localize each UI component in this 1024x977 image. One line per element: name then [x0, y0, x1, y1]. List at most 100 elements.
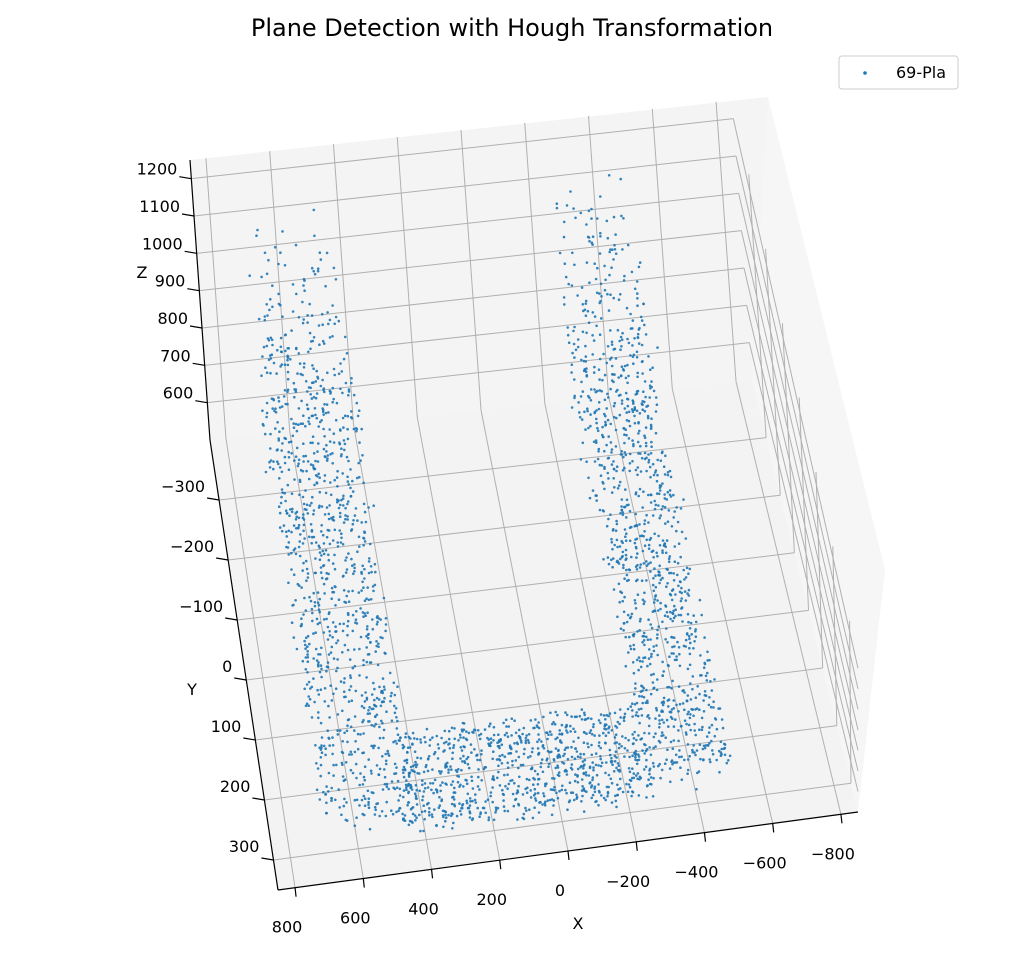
- data-point: [624, 428, 627, 432]
- data-point: [496, 744, 500, 748]
- data-point: [363, 612, 367, 615]
- data-point: [544, 784, 547, 788]
- data-point: [637, 794, 641, 797]
- data-point: [477, 775, 480, 779]
- data-point: [334, 687, 338, 690]
- data-point: [706, 650, 709, 654]
- data-point: [290, 568, 293, 571]
- data-point: [501, 753, 504, 757]
- data-point: [565, 729, 568, 732]
- data-point: [307, 695, 311, 698]
- data-point: [347, 390, 351, 393]
- data-point: [324, 491, 328, 495]
- data-point: [713, 678, 716, 681]
- data-point: [277, 302, 281, 306]
- data-point: [652, 746, 655, 750]
- data-point: [346, 624, 349, 628]
- data-point: [547, 762, 551, 766]
- data-point: [623, 577, 626, 580]
- data-point: [460, 728, 464, 731]
- grid-line-x: [416, 416, 501, 861]
- data-point: [328, 611, 331, 614]
- data-point: [354, 689, 358, 693]
- data-point: [286, 354, 289, 358]
- data-point: [294, 552, 298, 556]
- data-point: [374, 570, 377, 574]
- data-point: [316, 377, 320, 380]
- data-point: [669, 610, 672, 614]
- data-point: [708, 742, 711, 745]
- data-point: [344, 761, 348, 764]
- data-point: [585, 375, 589, 378]
- data-point: [332, 763, 335, 767]
- data-point: [269, 298, 272, 301]
- data-point: [297, 423, 300, 427]
- grid-line-y: [228, 494, 781, 561]
- data-point: [297, 407, 301, 410]
- data-point: [338, 511, 342, 515]
- data-point: [626, 707, 630, 711]
- data-point: [496, 776, 499, 780]
- data-point: [528, 808, 531, 811]
- data-point: [302, 523, 306, 527]
- data-point: [628, 424, 632, 428]
- data-point: [328, 716, 331, 719]
- data-point: [336, 666, 339, 670]
- data-point: [625, 620, 629, 624]
- data-point: [585, 223, 588, 226]
- data-point: [652, 672, 655, 676]
- data-point: [297, 316, 301, 319]
- data-point: [566, 326, 569, 329]
- data-point: [593, 411, 596, 415]
- data-point: [531, 747, 534, 750]
- data-point: [265, 371, 269, 375]
- data-point: [572, 329, 575, 333]
- data-point: [565, 713, 569, 717]
- data-point: [612, 460, 615, 463]
- data-point: [373, 813, 377, 816]
- data-point: [689, 698, 693, 701]
- data-point: [605, 407, 608, 410]
- data-point: [562, 220, 566, 224]
- data-point: [522, 726, 526, 730]
- data-point: [516, 789, 519, 792]
- data-point: [603, 412, 606, 416]
- data-point: [623, 505, 627, 509]
- data-point: [356, 732, 360, 736]
- data-point: [570, 284, 574, 287]
- data-point: [669, 740, 673, 744]
- data-point: [267, 258, 270, 262]
- data-point: [633, 406, 637, 409]
- data-point: [600, 761, 604, 765]
- data-point: [540, 740, 543, 743]
- data-point: [665, 567, 668, 571]
- data-point: [633, 599, 637, 602]
- data-point: [358, 545, 361, 548]
- data-point: [496, 741, 499, 744]
- data-point: [615, 465, 619, 469]
- data-point: [395, 786, 399, 789]
- data-point: [614, 357, 618, 360]
- z-tick-mark: [187, 288, 200, 292]
- data-point: [377, 642, 380, 645]
- data-point: [626, 381, 629, 385]
- data-point: [585, 331, 588, 335]
- data-point: [687, 634, 691, 638]
- data-point: [279, 501, 283, 505]
- data-point: [713, 734, 717, 738]
- data-point: [642, 695, 646, 699]
- data-point: [347, 388, 351, 391]
- data-point: [404, 786, 408, 789]
- data-point: [638, 487, 642, 491]
- data-point: [628, 539, 632, 543]
- data-point: [647, 458, 651, 462]
- data-point: [631, 742, 635, 746]
- data-point: [298, 480, 302, 484]
- data-point: [465, 730, 468, 733]
- y-tick-label: −200: [170, 537, 214, 556]
- data-point: [584, 344, 587, 348]
- data-point: [658, 484, 662, 487]
- data-point: [352, 427, 356, 431]
- data-point: [362, 751, 366, 754]
- data-point: [572, 207, 575, 210]
